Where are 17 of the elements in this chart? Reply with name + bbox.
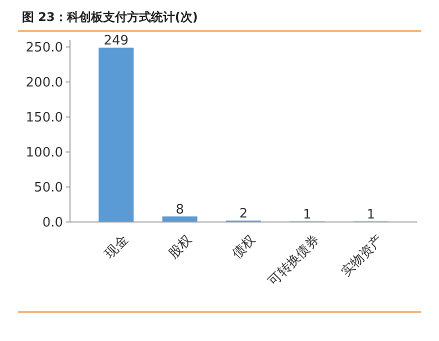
y-tick-label: 0.0 [42,216,63,231]
data-label: 2 [239,206,248,222]
x-tick-label: 债权 [230,232,259,262]
x-tick-label: 股权 [166,232,196,262]
data-label: 8 [176,202,184,218]
y-tick-label: 100.0 [26,146,63,161]
y-tick-label: 200.0 [26,76,63,91]
y-tick-label: 250.0 [26,40,63,56]
x-tick-label: 现金 [102,232,132,262]
x-tick-label: 实物资产 [338,232,386,280]
chart-title: 图 23：科创板支付方式统计(次) [22,10,198,24]
data-label: 1 [303,207,312,222]
y-tick-label: 150.0 [26,110,63,126]
data-label: 1 [366,207,375,222]
y-tick-label: 50.0 [34,180,63,196]
data-label: 249 [104,34,129,49]
x-tick-label: 可转换债券 [266,232,322,290]
